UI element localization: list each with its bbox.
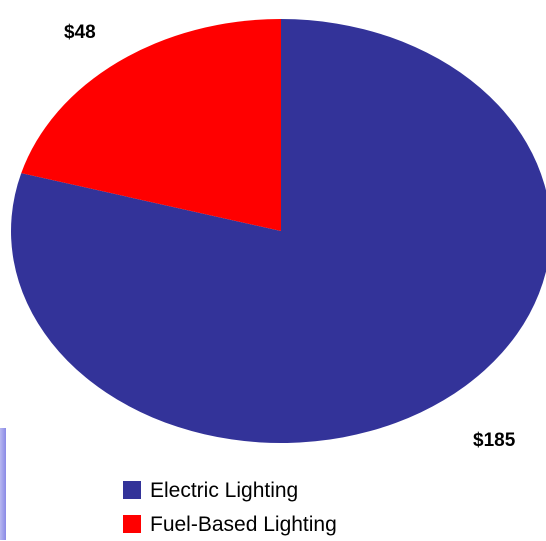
legend-label: Fuel-Based Lighting (150, 513, 337, 536)
slice-value-label: $185 (473, 430, 516, 451)
legend-label: Electric Lighting (150, 479, 298, 502)
pie-slice-fuel-based-lighting (21, 18, 281, 232)
pie-slices (11, 18, 546, 443)
pie-slice-electric-lighting (11, 19, 546, 443)
slice-value-labels: $185 $48 (64, 22, 516, 451)
legend: Electric Lighting Fuel-Based Lighting (123, 479, 337, 536)
slice-value-label: $48 (64, 22, 96, 43)
left-edge-accent (0, 428, 6, 540)
legend-swatch (123, 481, 141, 499)
legend-swatch (123, 515, 141, 533)
